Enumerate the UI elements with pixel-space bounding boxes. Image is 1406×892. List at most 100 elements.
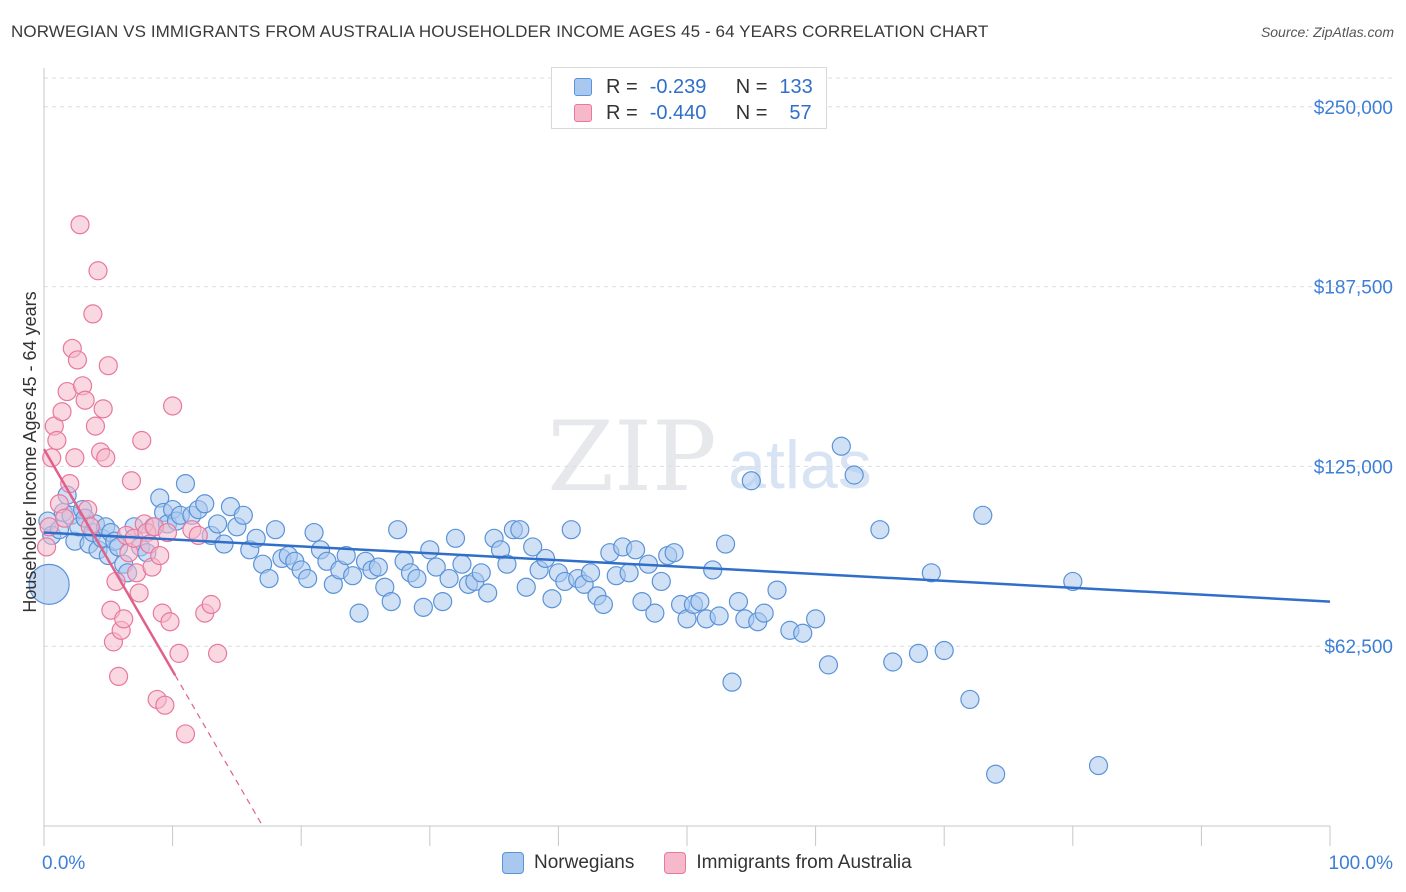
australia-point: [108, 666, 129, 687]
norwegians-point: [445, 528, 466, 548]
australia-point: [54, 508, 75, 528]
australia-point: [67, 350, 88, 370]
grid-layer: [44, 77, 1395, 647]
australia-point: [169, 643, 189, 663]
norwegians-point: [368, 557, 388, 577]
norwegians-point: [420, 540, 440, 560]
norwegians-point: [593, 594, 614, 615]
norwegians-point: [452, 554, 472, 574]
y-tick-label: $125,000: [1314, 457, 1393, 478]
norwegians-point: [523, 537, 543, 557]
norwegians-point: [233, 505, 253, 525]
norwegians-point: [413, 597, 433, 617]
norwegians-point: [960, 689, 980, 710]
norwegians-point: [175, 474, 196, 494]
norwegians-point: [651, 571, 671, 592]
norwegians-point: [632, 591, 652, 612]
legend-r-label: R =: [606, 101, 638, 124]
norwegians-point: [259, 568, 279, 589]
australia-point: [201, 594, 221, 615]
legend-row-norwegians: R = -0.239 N = 133: [574, 75, 813, 99]
chart-title: NORWEGIAN VS IMMIGRANTS FROM AUSTRALIA H…: [11, 22, 989, 41]
norwegians-point: [478, 583, 498, 603]
legend-label-norwegians: Norwegians: [534, 852, 635, 873]
legend-swatch-blue: [574, 78, 592, 96]
norwegians-point: [407, 568, 427, 589]
australia-point: [65, 448, 85, 468]
norwegians-point: [831, 436, 851, 456]
australia-points: [36, 215, 228, 744]
norwegians-point: [542, 589, 562, 609]
australia-point: [75, 390, 95, 410]
norwegians-point: [265, 520, 286, 540]
australia-point: [85, 416, 106, 436]
norwegians-point: [304, 522, 324, 543]
australia-point: [98, 356, 118, 376]
norwegians-point: [208, 514, 228, 534]
norwegians-cluster-point: [28, 563, 70, 605]
legend-n-value: 57: [789, 101, 812, 124]
australia-point: [47, 430, 67, 451]
x-tick-label-left: 0.0%: [42, 853, 85, 874]
norwegians-point: [381, 591, 401, 612]
norwegians-point: [561, 520, 581, 540]
chart-source: Source: ZipAtlas.com: [1260, 24, 1394, 40]
norwegians-point: [934, 640, 954, 661]
norwegians-point: [510, 520, 530, 540]
australia-point: [129, 583, 149, 603]
legend-n-label: N =: [735, 75, 768, 98]
legend-label-australia: Immigrants from Australia: [696, 852, 912, 873]
norwegians-point: [986, 764, 1006, 784]
y-axis-label: Householder Income Ages 45 - 64 years: [20, 291, 40, 612]
australia-point: [96, 448, 116, 468]
correlation-legend: R = -0.239 N = 133 R = -0.440 N = 57: [551, 67, 827, 129]
norwegians-point: [336, 545, 356, 566]
australia-point: [160, 612, 180, 632]
norwegians-point: [1063, 571, 1083, 592]
legend-swatch-blue: [502, 852, 524, 874]
norwegians-point: [818, 655, 839, 675]
australia-point: [150, 545, 170, 566]
axis-layer: [43, 68, 1331, 846]
norwegians-point: [439, 568, 459, 589]
norwegians-point: [844, 465, 864, 485]
norwegians-point: [767, 580, 787, 600]
norwegians-point: [805, 609, 826, 629]
norwegians-point: [214, 534, 234, 554]
norwegians-point: [580, 563, 601, 583]
norwegians-point: [664, 543, 684, 563]
australia-point: [175, 724, 196, 744]
australia-point: [52, 402, 72, 422]
legend-swatch-pink: [574, 104, 592, 122]
legend-r-value: -0.440: [649, 101, 707, 124]
legend-item-australia[interactable]: Immigrants from Australia: [664, 852, 912, 874]
norwegians-point: [754, 603, 774, 623]
x-tick-label-right: 100.0%: [1329, 853, 1394, 874]
label-layer: $62,500 $125,000 $187,500 $250,000 0.0% 100.0…: [20, 98, 1393, 874]
australia-point: [70, 215, 90, 235]
norwegians-point: [728, 591, 749, 612]
norwegians-point: [921, 563, 941, 583]
norwegians-point: [516, 577, 536, 597]
watermark-atlas: atlas: [728, 427, 872, 503]
norwegians-point: [343, 566, 363, 586]
australia-point: [208, 643, 228, 663]
norwegians-point: [908, 643, 929, 663]
norwegians-point: [497, 554, 517, 574]
norwegians-point: [883, 652, 903, 672]
australia-point: [155, 695, 175, 715]
series-legend: Norwegians Immigrants from Australia: [502, 852, 942, 874]
watermark-zip: ZIP: [547, 401, 716, 513]
norwegians-point: [793, 623, 813, 643]
norwegians-trend-line: [43, 531, 1331, 603]
norwegians-point: [471, 563, 491, 583]
australia-point: [36, 537, 57, 557]
norwegians-point: [349, 603, 369, 623]
norwegians-point: [973, 505, 993, 525]
legend-item-norwegians[interactable]: Norwegians: [502, 852, 634, 874]
australia-point: [121, 471, 142, 491]
australia-point: [83, 304, 103, 324]
norwegians-point: [426, 557, 446, 577]
